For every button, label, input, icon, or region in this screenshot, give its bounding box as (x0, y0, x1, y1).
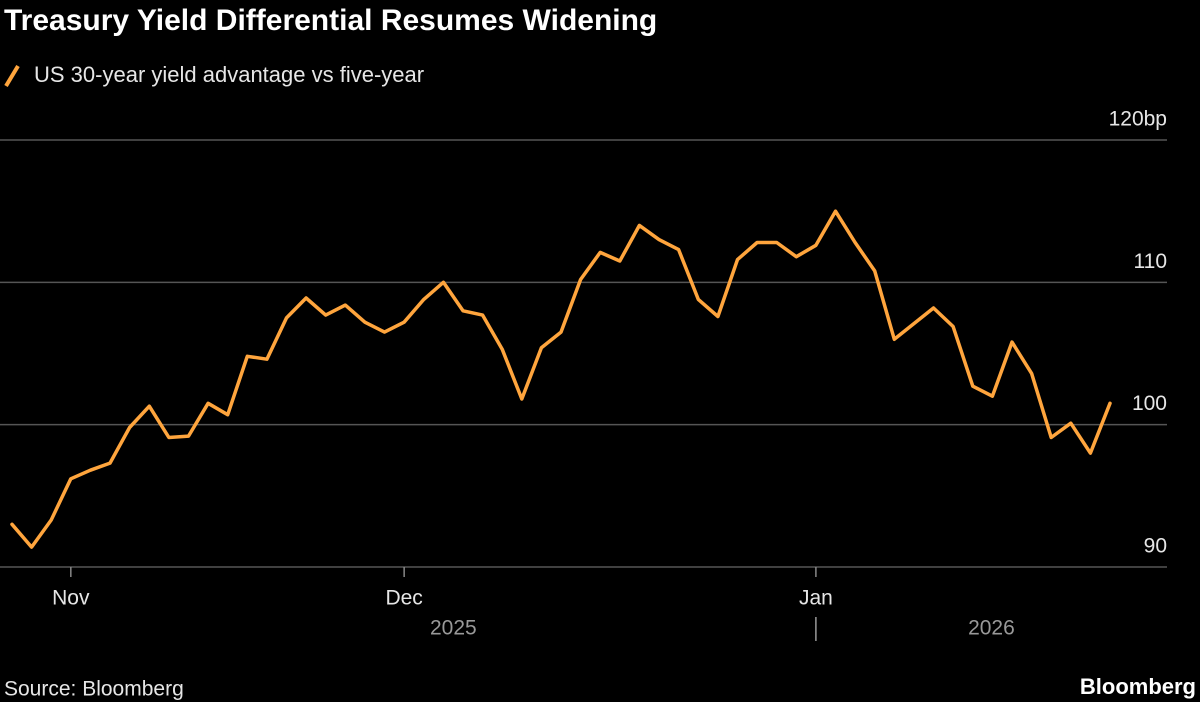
y-tick-label: 90 (1144, 535, 1167, 558)
x-tick-label: Nov (52, 587, 90, 610)
legend-swatch (4, 64, 20, 88)
year-label: 2026 (968, 617, 1015, 640)
y-tick-label: 120bp (1109, 108, 1167, 131)
y-tick-label: 110 (1134, 250, 1167, 273)
legend-label: US 30-year yield advantage vs five-year (34, 62, 424, 87)
year-label: 2025 (430, 617, 477, 640)
source: Source: Bloomberg (4, 678, 184, 701)
line-series (10, 209, 1112, 549)
brand: Bloomberg (1080, 674, 1196, 699)
chart-title: Treasury Yield Differential Resumes Wide… (4, 4, 657, 37)
x-tick-label: Jan (799, 587, 833, 610)
x-tick-label: Dec (385, 587, 422, 610)
y-tick-label: 100 (1132, 392, 1167, 415)
